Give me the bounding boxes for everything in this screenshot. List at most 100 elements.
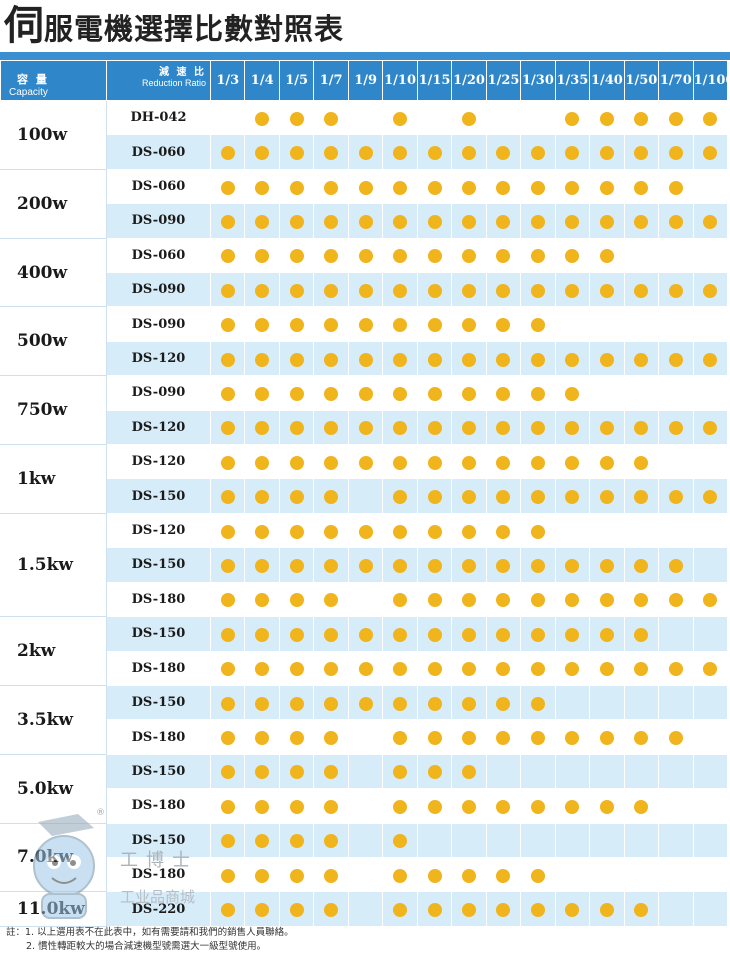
ratio-cell <box>209 856 246 893</box>
available-dot-icon <box>289 352 304 367</box>
ratio-cell <box>692 478 729 514</box>
ratio-cell <box>623 409 660 446</box>
model-cell: DS-060 <box>106 134 211 170</box>
ratio-cell <box>313 478 349 514</box>
ratio-cell <box>692 856 729 893</box>
ratio-cell <box>554 203 591 239</box>
model-cell: DS-090 <box>106 203 211 239</box>
available-dot-icon <box>427 627 442 642</box>
ratio-cell <box>692 616 729 652</box>
ratio-cell <box>209 203 246 239</box>
available-dot-icon <box>255 799 270 814</box>
ratio-cell <box>451 203 487 239</box>
ratio-cell <box>554 134 591 170</box>
available-dot-icon <box>220 352 235 367</box>
available-dot-icon <box>324 386 339 401</box>
table-row: 500w DS-090 <box>0 306 729 377</box>
ratio-cell <box>485 650 522 686</box>
available-dot-icon <box>530 283 545 298</box>
ratio-cell <box>692 547 729 583</box>
available-dot-icon <box>599 146 614 161</box>
available-dot-icon <box>255 868 270 883</box>
available-dot-icon <box>255 558 270 573</box>
ratio-cell <box>554 168 591 205</box>
ratio-cell <box>554 547 591 583</box>
model-cell: DS-180 <box>106 719 211 755</box>
ratio-cell <box>347 306 384 342</box>
ratio-cell <box>244 99 280 136</box>
ratio-header-cell: 1/35 <box>554 60 591 101</box>
ratio-cell <box>278 203 315 239</box>
available-dot-icon <box>393 627 408 642</box>
capacity-cell: 2kw <box>0 616 107 686</box>
ratio-cell <box>692 203 729 239</box>
available-dot-icon <box>358 421 373 436</box>
available-dot-icon <box>289 765 304 780</box>
ratio-cell <box>313 306 349 342</box>
available-dot-icon <box>565 662 580 677</box>
available-dot-icon <box>289 421 304 436</box>
ratio-cell <box>209 272 246 308</box>
ratio-cell <box>554 753 591 790</box>
ratio-header-cell: 1/9 <box>347 60 384 101</box>
available-dot-icon <box>530 352 545 367</box>
ratio-cell <box>416 856 453 893</box>
ratio-cell <box>313 512 349 549</box>
ratio-cell <box>658 856 694 893</box>
available-dot-icon <box>393 903 408 918</box>
ratio-cell <box>244 891 280 927</box>
available-dot-icon <box>668 146 683 161</box>
table-row: DS-090 <box>1 272 729 308</box>
available-dot-icon <box>703 214 718 229</box>
ratio-cell <box>347 616 384 652</box>
available-dot-icon <box>427 180 442 195</box>
ratio-cell <box>485 891 522 927</box>
ratio-cell <box>554 444 591 480</box>
table-body: 100w DH-042 DS-060 200w DS-060 DS-090 400w DS-0… <box>0 99 729 927</box>
available-dot-icon <box>530 593 545 608</box>
available-dot-icon <box>220 799 235 814</box>
available-dot-icon <box>462 593 477 608</box>
ratio-cell <box>382 512 418 549</box>
available-dot-icon <box>255 421 270 436</box>
ratio-cell <box>382 581 418 618</box>
available-dot-icon <box>289 283 304 298</box>
ratio-cell <box>520 340 556 377</box>
available-dot-icon <box>462 421 477 436</box>
available-dot-icon <box>324 799 339 814</box>
ratio-cell <box>209 237 246 274</box>
available-dot-icon <box>496 524 511 539</box>
table-row: 1kw DS-120 <box>0 444 729 514</box>
available-dot-icon <box>530 214 545 229</box>
available-dot-icon <box>427 318 442 333</box>
ratio-header-cell: 1/15 <box>416 60 453 101</box>
available-dot-icon <box>289 903 304 918</box>
ratio-cell <box>347 99 384 136</box>
ratio-cell <box>658 306 694 342</box>
available-dot-icon <box>634 352 649 367</box>
ratio-cell <box>520 822 556 858</box>
ratio-cell <box>485 272 522 308</box>
available-dot-icon <box>289 558 304 573</box>
available-dot-icon <box>220 558 235 573</box>
ratio-cell <box>244 409 280 446</box>
ratio-cell <box>554 272 591 308</box>
available-dot-icon <box>462 146 477 161</box>
available-dot-icon <box>496 558 511 573</box>
ratio-cell <box>451 719 487 755</box>
available-dot-icon <box>324 249 339 264</box>
ratio-cell <box>554 306 591 342</box>
ratio-cell <box>520 650 556 686</box>
model-cell: DS-220 <box>106 891 211 927</box>
ratio-cell <box>347 203 384 239</box>
table-row: DS-150 <box>1 478 729 514</box>
available-dot-icon <box>668 490 683 505</box>
ratio-cell <box>520 512 556 549</box>
ratio-cell <box>589 856 625 893</box>
available-dot-icon <box>703 662 718 677</box>
capacity-cell: 5.0kw <box>0 753 107 824</box>
ratio-cell <box>485 684 522 721</box>
available-dot-icon <box>220 696 235 711</box>
ratio-cell <box>623 684 660 721</box>
ratio-cell <box>313 891 349 927</box>
